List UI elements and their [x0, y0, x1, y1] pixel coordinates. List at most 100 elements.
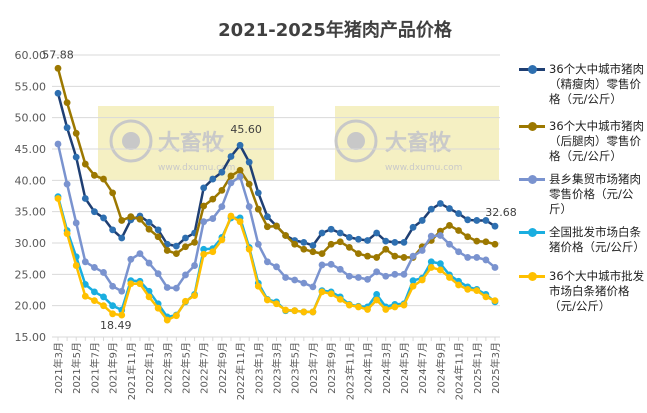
data-point: [163, 247, 171, 254]
data-label: 45.60: [230, 123, 262, 136]
data-point: [72, 262, 80, 269]
x-tick-label: 2021年7月: [88, 342, 101, 394]
data-point: [172, 242, 180, 250]
data-point: [191, 292, 198, 300]
data-point: [345, 301, 353, 309]
data-point: [455, 248, 462, 256]
data-point: [436, 260, 444, 268]
data-point: [382, 272, 390, 280]
data-point: [318, 261, 326, 269]
x-tick-label: 2021年9月: [107, 342, 120, 394]
data-point: [254, 282, 262, 290]
watermark-logo-icon: [109, 119, 153, 163]
data-point: [391, 303, 399, 311]
data-point: [446, 222, 453, 229]
chart-title: 2021-2025年猪肉产品价格: [218, 19, 453, 41]
data-point: [118, 217, 126, 224]
y-tick-label: 35.00: [15, 206, 47, 219]
data-point: [482, 217, 490, 224]
data-point: [91, 297, 98, 305]
x-tick-label: 2024年11月: [453, 342, 466, 400]
data-point: [172, 250, 180, 258]
data-point: [245, 203, 253, 211]
data-point: [400, 301, 408, 309]
x-tick-label: 2024年3月: [380, 342, 393, 394]
data-point: [291, 307, 299, 315]
data-point: [154, 233, 162, 241]
y-tick-label: 15.00: [15, 331, 47, 344]
data-point: [127, 213, 135, 221]
data-point: [209, 248, 217, 256]
data-point: [464, 285, 472, 293]
data-point: [54, 195, 62, 202]
data-point: [400, 254, 408, 261]
data-point: [309, 248, 317, 256]
watermark-url: www.dxumu.com: [158, 163, 235, 173]
data-point: [273, 263, 280, 271]
watermark-text: 大畜牧: [385, 130, 452, 156]
data-point: [218, 236, 226, 244]
data-point: [154, 270, 162, 278]
data-point: [455, 227, 462, 234]
data-point: [263, 213, 271, 221]
data-point: [418, 276, 426, 284]
legend-label: 36个大中城市猪肉（后腿肉）零售价格（元/公斤）: [549, 119, 645, 163]
y-tick-label: 60.00: [15, 49, 47, 62]
data-point: [373, 290, 381, 298]
data-point: [109, 310, 117, 318]
data-point: [427, 258, 435, 266]
data-label: 57.88: [42, 48, 74, 61]
data-point: [336, 265, 344, 273]
data-point: [473, 254, 481, 261]
data-point: [446, 205, 453, 212]
data-point: [245, 180, 253, 188]
watermark-logo-icon: [334, 119, 378, 163]
data-point: [136, 280, 144, 288]
data-point: [209, 195, 217, 203]
data-point: [91, 208, 98, 216]
data-point: [364, 306, 371, 313]
data-point: [54, 89, 62, 97]
data-point: [273, 300, 280, 308]
data-point: [81, 280, 89, 288]
data-point: [227, 153, 235, 160]
data-point: [455, 281, 462, 289]
data-point: [491, 264, 499, 271]
data-point: [409, 277, 417, 284]
data-point: [200, 218, 208, 226]
data-point: [391, 270, 399, 278]
legend-swatch: [519, 228, 545, 237]
data-point: [109, 189, 117, 197]
watermark: 大畜牧 www.dxumu.com 大畜牧 www.dxumu.com: [98, 106, 499, 180]
data-point: [100, 302, 107, 310]
data-point: [364, 275, 371, 283]
data-point: [291, 240, 299, 248]
data-point: [200, 245, 208, 253]
data-point: [318, 250, 326, 258]
data-point: [409, 252, 417, 260]
data-point: [100, 214, 107, 222]
data-point: [218, 186, 226, 194]
data-point: [91, 171, 98, 179]
data-point: [127, 255, 135, 263]
data-point: [482, 238, 490, 246]
data-point: [72, 129, 80, 137]
x-tick-label: 2023年3月: [271, 342, 284, 394]
data-point: [200, 184, 208, 192]
data-point: [446, 240, 453, 248]
data-point: [345, 233, 353, 241]
x-tick-label: 2022年3月: [161, 342, 174, 394]
x-tick-label: 2022年1月: [143, 342, 156, 394]
data-point: [282, 274, 290, 281]
data-point: [136, 250, 144, 258]
data-point: [100, 269, 107, 276]
data-point: [273, 222, 280, 230]
x-tick-label: 2023年11月: [343, 342, 356, 400]
data-point: [263, 296, 271, 304]
data-point: [63, 180, 71, 188]
data-point: [72, 153, 80, 161]
data-point: [145, 259, 153, 267]
data-point: [118, 234, 126, 242]
x-tick-label: 2021年11月: [125, 342, 138, 400]
